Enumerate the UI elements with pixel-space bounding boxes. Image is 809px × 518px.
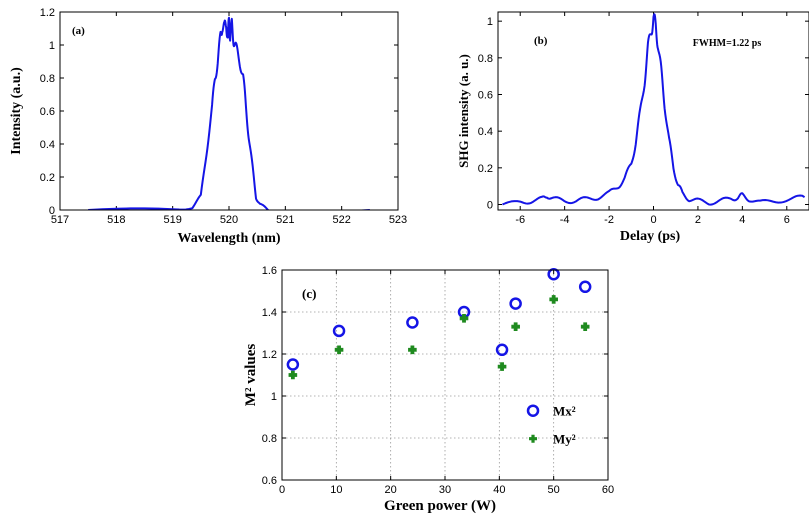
panel-c-point-mx2: [509, 297, 522, 310]
legend-label-mx2: Mx²: [553, 404, 576, 419]
panel-b-series-line: [502, 13, 806, 206]
panel-a-tag: (a): [72, 25, 85, 37]
panel-a-xtick-label: 523: [389, 214, 407, 226]
panel-c-point-mx2: [547, 267, 560, 281]
panel-c-ytick-label: 1: [271, 391, 277, 403]
panel-c-xtick-label: 40: [493, 484, 505, 496]
legend-label-my2: My²: [553, 432, 576, 447]
panel-c-ytick-label: 0.6: [262, 475, 277, 487]
panel-c-point-mx2: [578, 280, 592, 294]
panel-b-ytick-label: 0.2: [478, 163, 493, 175]
panel-c-point-my2: [334, 345, 344, 355]
panel-b-xlabel: Delay (ps): [620, 229, 681, 244]
panel-b-ytick-label: 0.6: [478, 90, 493, 102]
panel-b-xtick-label: -2: [604, 214, 614, 226]
panel-c-ylabel: M² values: [243, 344, 259, 407]
panel-c-xtick-label: 20: [385, 484, 397, 496]
panel-b-ylabel: SHG intensity (a. u.): [456, 54, 471, 168]
panel-c-ytick-label: 1.6: [262, 265, 277, 277]
panel-c-plot-frame: [281, 269, 609, 481]
panel-b-xtick-label: 0: [650, 214, 656, 226]
panel-c-xlabel: Green power (W): [384, 498, 496, 514]
panel-b-xtick-label: 6: [784, 214, 790, 226]
panel-c-xtick-label: 50: [548, 484, 560, 496]
panel-a-chart: (a) Wavelength (nm) Intensity (a.u.) 517…: [9, 7, 407, 246]
panel-c-xtick-label: 30: [439, 484, 451, 496]
panel-a-ytick-label: 0.2: [40, 172, 55, 184]
panel-c-point-mx2: [332, 324, 346, 338]
panel-c-point-mx2: [406, 316, 419, 329]
panel-b-plot-frame: [497, 11, 809, 211]
panel-a-xlabel: Wavelength (nm): [177, 231, 280, 246]
panel-c-ytick-label: 1.4: [262, 307, 277, 319]
panel-a-xtick-label: 520: [220, 214, 238, 226]
panel-c-xtick-label: 10: [330, 484, 342, 496]
panel-c-ytick-label: 1.2: [262, 349, 277, 361]
panel-b-xtick-label: -6: [515, 214, 525, 226]
panel-b-xtick-label: -4: [560, 214, 570, 226]
panel-a-ytick-label: 0.4: [40, 139, 55, 151]
panel-a-series-line: [88, 16, 370, 210]
panel-c-tag: (c): [302, 286, 316, 301]
panel-b-tag: (b): [534, 35, 548, 47]
panel-a-ytick-label: 0.8: [40, 73, 55, 85]
panel-b-xtick-label: 4: [739, 214, 745, 226]
panel-b-ytick-label: 0: [487, 200, 493, 212]
panel-a-ytick-label: 0.6: [40, 106, 55, 118]
panel-c-point-my2: [549, 295, 558, 304]
panel-c-point-my2: [408, 345, 417, 355]
panel-c-point-my2: [580, 322, 590, 331]
panel-c-point-mx2: [286, 358, 300, 371]
panel-b-chart: (b) FWHM=1.22 ps Delay (ps) SHG intensit…: [456, 11, 809, 244]
panel-a-ytick-label: 1.2: [40, 7, 55, 19]
panel-c-ytick-label: 0.8: [262, 433, 277, 445]
panel-b-annotation: FWHM=1.22 ps: [693, 38, 762, 49]
panel-a-ytick-label: 0: [49, 205, 55, 217]
panel-a-ytick-label: 1: [49, 40, 55, 52]
panel-c-point-my2: [497, 362, 507, 371]
panel-b-ytick-label: 1: [487, 16, 493, 28]
panel-c-point-my2: [288, 370, 298, 380]
panel-b-ytick-label: 0.4: [478, 126, 493, 138]
panel-c-point-my2: [459, 314, 469, 323]
panel-a-xtick-label: 521: [276, 214, 294, 226]
panel-c-xtick-label: 60: [602, 484, 614, 496]
legend-marker-mx2: [526, 404, 540, 417]
panel-a-xtick-label: 522: [332, 214, 350, 226]
panel-b-ytick-label: 0.8: [478, 53, 493, 65]
panel-c-xtick-label: 0: [279, 484, 285, 496]
panel-c-chart: (c) Green power (W) M² values 0 10 20 30 40 5…: [243, 265, 614, 514]
panel-b-xtick-label: 2: [695, 214, 701, 226]
panel-a-xtick-label: 517: [51, 214, 69, 226]
panel-c-point-my2: [511, 322, 520, 331]
panel-a-plot-frame: [59, 11, 399, 211]
panel-a-xtick-label: 518: [107, 214, 125, 226]
panel-a-xtick-label: 519: [163, 214, 181, 226]
panel-c-point-mx2: [495, 343, 509, 357]
legend-marker-my2: [529, 434, 538, 443]
panel-a-ylabel: Intensity (a.u.): [9, 67, 24, 155]
